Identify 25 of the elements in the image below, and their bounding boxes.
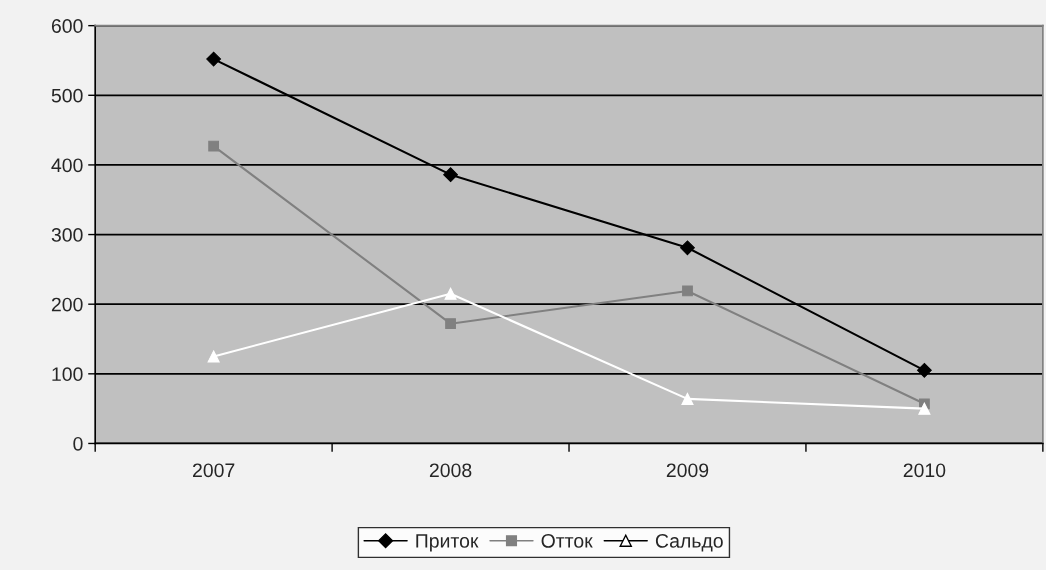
x-tick-label: 2008 bbox=[429, 463, 472, 478]
y-tick-label: 400 bbox=[51, 158, 83, 173]
y-tick-label: 100 bbox=[52, 367, 83, 382]
y-tick-label: 600 bbox=[51, 19, 83, 33]
point bbox=[918, 402, 931, 415]
point bbox=[445, 318, 456, 330]
point bbox=[208, 140, 220, 152]
point bbox=[681, 392, 694, 405]
point bbox=[443, 167, 458, 183]
y-tick-label: 300 bbox=[51, 228, 83, 242]
x-tick-label: 2007 bbox=[193, 463, 235, 478]
y-tick-label: 200 bbox=[51, 297, 83, 312]
legend-label: Приток bbox=[416, 534, 479, 552]
legend-label: Отток bbox=[541, 533, 593, 548]
point bbox=[680, 240, 695, 256]
point bbox=[206, 51, 222, 67]
point bbox=[444, 287, 457, 300]
point bbox=[207, 350, 220, 363]
x-tick-label: 2010 bbox=[903, 463, 946, 478]
y-tick-label: 500 bbox=[51, 88, 83, 103]
point bbox=[917, 362, 932, 378]
legend-label: Сальдо bbox=[655, 533, 723, 552]
point bbox=[682, 285, 693, 297]
x-tick-label: 2009 bbox=[666, 463, 709, 478]
y-tick-label: 0 bbox=[73, 436, 83, 451]
